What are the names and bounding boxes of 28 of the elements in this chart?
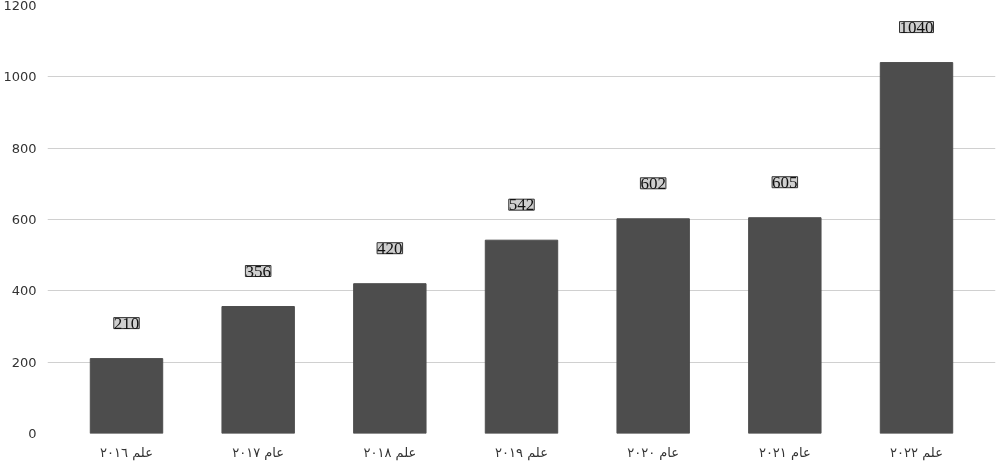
data-label: 542 (508, 195, 535, 215)
bar (89, 358, 164, 434)
bar (616, 218, 690, 434)
y-tick-label: 0 (28, 426, 37, 441)
y-tick-label: 1000 (3, 69, 37, 85)
data-label: 420 (377, 238, 403, 258)
y-tick-label: 200 (11, 354, 37, 370)
data-label: 1040 (899, 17, 934, 37)
bar (221, 306, 295, 434)
data-label: 356 (245, 261, 271, 281)
x-tick-label: عام ٢٠١٧ (232, 444, 285, 460)
y-tick-label: 1200 (3, 0, 37, 13)
bar (484, 239, 559, 434)
x-tick-label: عام ٢٠٢١ (758, 444, 811, 460)
x-tick-label: علم ٢٠١٩ (495, 444, 548, 461)
data-label: 602 (640, 173, 666, 193)
x-tick-label: عام ٢٠٢٠ (627, 444, 680, 460)
y-tick-label: 800 (11, 140, 37, 156)
bar (353, 283, 427, 434)
x-tick-label: علم ٢٠٢٢ (890, 444, 943, 461)
y-tick-label: 600 (11, 212, 37, 227)
data-label: 605 (772, 172, 798, 192)
bar (748, 217, 822, 434)
x-tick-label: علم ٢٠١٦ (100, 444, 153, 461)
x-tick-label: علم ٢٠١٨ (363, 444, 417, 461)
data-label: 210 (113, 313, 140, 333)
bar (879, 62, 954, 434)
y-tick-label: 400 (11, 283, 37, 299)
